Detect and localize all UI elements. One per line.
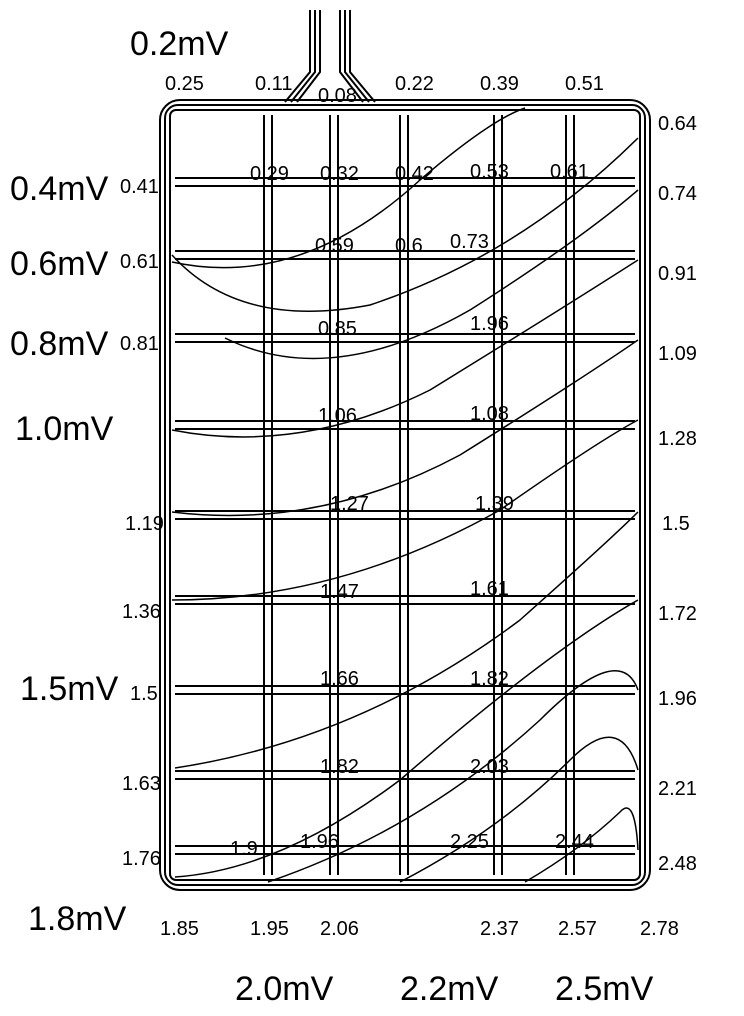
value-label: 2.48 <box>658 853 697 875</box>
value-label: 0.85 <box>318 318 357 340</box>
value-label: 0.42 <box>395 163 434 185</box>
value-label: 0.81 <box>120 333 159 355</box>
grid-lines <box>175 115 635 875</box>
value-label: 2.44 <box>555 831 594 853</box>
value-label: 0.91 <box>658 263 697 285</box>
value-label: 0.59 <box>315 235 354 257</box>
value-label: 0.11 <box>255 73 292 95</box>
value-label: 1.72 <box>658 603 697 625</box>
value-label: 2.0mV <box>235 970 334 1008</box>
value-label: 1.8mV <box>28 900 127 938</box>
value-label: 1.96 <box>470 313 509 335</box>
contour-lines <box>172 108 638 882</box>
value-label: 0.29 <box>250 163 289 185</box>
value-label: 0.4mV <box>10 170 109 208</box>
value-label: 1.95 <box>250 918 289 940</box>
value-label: 2.57 <box>558 918 597 940</box>
value-label: 0.22 <box>395 73 434 95</box>
value-label: 2.2mV <box>400 970 499 1008</box>
value-label: 1.76 <box>122 848 161 870</box>
value-label: 2.21 <box>658 778 697 800</box>
value-label: 2.06 <box>320 918 359 940</box>
value-label: 0.6mV <box>10 245 109 283</box>
value-label: 2.5mV <box>555 970 654 1008</box>
value-label: 0.2mV <box>130 25 229 63</box>
value-label: 1.85 <box>160 918 199 940</box>
value-label: 1.63 <box>122 773 161 795</box>
value-label: 1.5mV <box>20 670 119 708</box>
value-label: 0.41 <box>120 176 159 198</box>
battery-voltage-contour-diagram: 0.2mV 0.4mV 0.6mV 0.8mV 1.0mV 1.5mV 1.8mV 2.0mV… <box>0 0 744 1016</box>
value-label: 1.96 <box>300 831 339 853</box>
value-label: 1.96 <box>658 688 697 710</box>
value-label: 1.36 <box>122 601 161 623</box>
value-label: 1.66 <box>320 668 359 690</box>
value-label: 1.06 <box>318 405 357 427</box>
value-label: 0.51 <box>565 73 604 95</box>
value-label: 1.39 <box>475 493 514 515</box>
labels: 0.2mV 0.4mV 0.6mV 0.8mV 1.0mV 1.5mV 1.8mV 2.0mV… <box>10 25 697 1008</box>
value-label: 1.09 <box>658 343 697 365</box>
value-label: 1.5 <box>130 683 158 705</box>
value-label: 0.8mV <box>10 325 109 363</box>
value-label: 0.64 <box>658 113 697 135</box>
value-label: 1.61 <box>470 578 509 600</box>
value-label: 0.73 <box>450 231 489 253</box>
value-label: 1.27 <box>330 493 369 515</box>
value-label: 0.53 <box>470 161 509 183</box>
value-label: 1.0mV <box>15 410 114 448</box>
value-label: 1.19 <box>125 513 164 535</box>
value-label: 2.03 <box>470 756 509 778</box>
value-label: 1.9 <box>230 838 258 860</box>
value-label: 0.61 <box>550 161 589 183</box>
value-label: 1.82 <box>320 756 359 778</box>
value-label: 1.28 <box>658 428 697 450</box>
value-label: 1.47 <box>320 581 359 603</box>
value-label: 1.08 <box>470 403 509 425</box>
value-label: 2.25 <box>450 831 489 853</box>
value-label: 0.6 <box>395 235 423 257</box>
value-label: 0.25 <box>165 73 204 95</box>
value-label: 2.78 <box>640 918 679 940</box>
value-label: 0.39 <box>480 73 519 95</box>
value-label: 0.74 <box>658 183 697 205</box>
value-label: 0.08 <box>318 85 357 107</box>
value-label: 1.5 <box>662 513 690 535</box>
value-label: 1.82 <box>470 668 509 690</box>
value-label: 2.37 <box>480 918 519 940</box>
value-label: 0.32 <box>320 163 359 185</box>
value-label: 0.61 <box>120 251 159 273</box>
